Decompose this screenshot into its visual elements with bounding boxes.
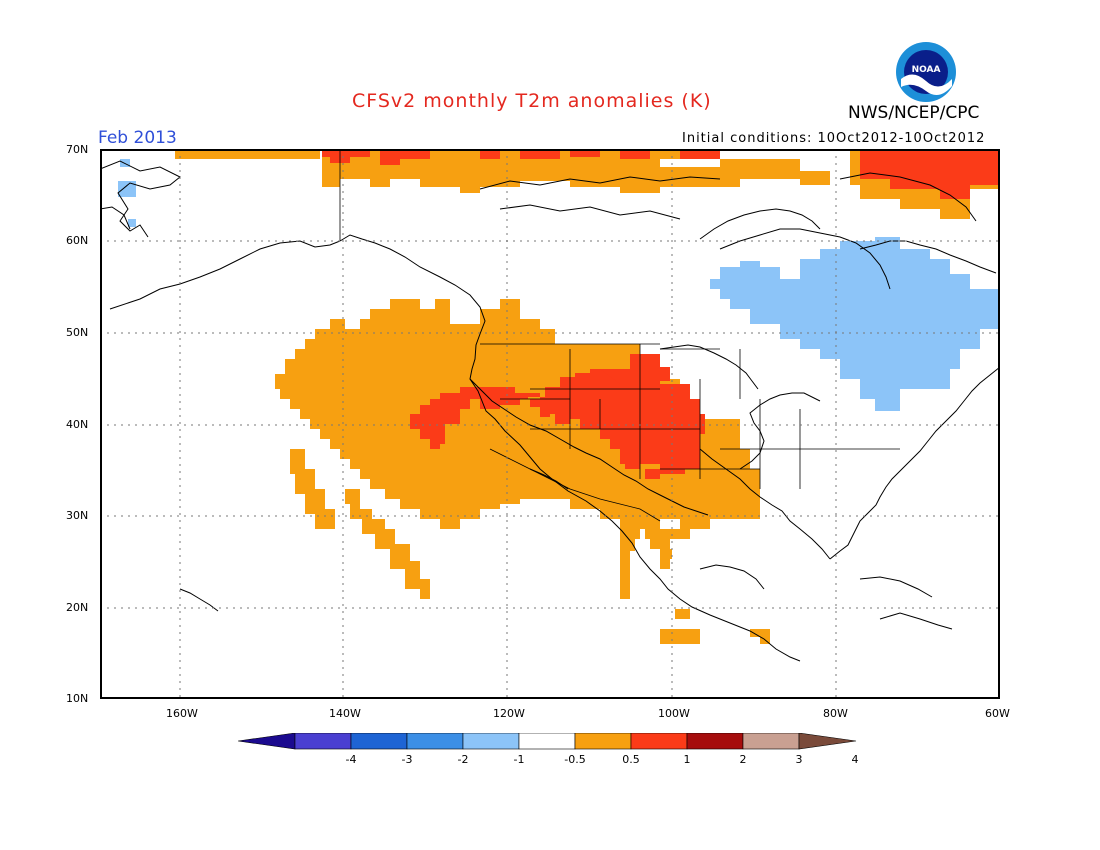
lon-label: 60W: [985, 707, 1010, 720]
lat-label: 50N: [66, 326, 89, 339]
lat-label: 30N: [66, 509, 89, 522]
lat-label: 40N: [66, 418, 89, 431]
colorbar-label: -2: [458, 753, 469, 766]
lon-label: 160W: [166, 707, 198, 720]
organization-label: NWS/NCEP/CPC: [848, 103, 980, 123]
colorbar-label: -0.5: [564, 753, 585, 766]
anomaly-plains-hot: [410, 354, 705, 479]
colorbar-label: 1: [684, 753, 691, 766]
colorbar-swatch: [686, 733, 744, 750]
colorbar-swatch: [630, 733, 688, 750]
colorbar-swatch: [518, 733, 576, 750]
anomaly-siberia-cool: [118, 159, 136, 227]
colorbar-swatch: [294, 733, 352, 750]
colorbar-swatch: [406, 733, 464, 750]
initial-conditions: Initial conditions: 10Oct2012-10Oct2012: [682, 131, 986, 146]
colorbar-arrow-low: [238, 733, 296, 750]
map-frame: [100, 149, 1000, 699]
valid-period: Feb 2013: [98, 128, 177, 148]
logo-text: NOAA: [912, 65, 941, 75]
anomaly-arctic-hot: [322, 149, 1000, 199]
lat-label: 20N: [66, 601, 89, 614]
colorbar-label: 4: [852, 753, 859, 766]
colorbar-label: -3: [402, 753, 413, 766]
borders: [339, 149, 900, 522]
lon-label: 120W: [493, 707, 525, 720]
colorbar-swatch: [462, 733, 520, 750]
colorbar-swatch: [574, 733, 632, 750]
graticule: [100, 149, 1000, 699]
anomaly-map: [100, 149, 1000, 699]
colorbar-label: 3: [796, 753, 803, 766]
lon-label: 140W: [329, 707, 361, 720]
colorbar-swatch: [350, 733, 408, 750]
colorbar-label: 2: [740, 753, 747, 766]
colorbar-arrow-high: [798, 733, 857, 750]
lon-label: 80W: [823, 707, 848, 720]
colorbar-swatch: [742, 733, 800, 750]
lat-label: 10N: [66, 692, 89, 705]
map-title: CFSv2 monthly T2m anomalies (K): [352, 90, 712, 112]
lat-label: 70N: [66, 143, 89, 156]
colorbar-label: -1: [514, 753, 525, 766]
colorbar-label: 0.5: [622, 753, 640, 766]
lat-label: 60N: [66, 234, 89, 247]
colorbar: -4 -3 -2 -1 -0.5 0.5 1 2 3 4: [238, 733, 859, 766]
noaa-logo: NOAA: [896, 42, 956, 102]
colorbar-label: -4: [346, 753, 357, 766]
lon-label: 100W: [658, 707, 690, 720]
anomaly-northeast-cool: [710, 237, 1000, 411]
coastlines: [100, 160, 1000, 662]
